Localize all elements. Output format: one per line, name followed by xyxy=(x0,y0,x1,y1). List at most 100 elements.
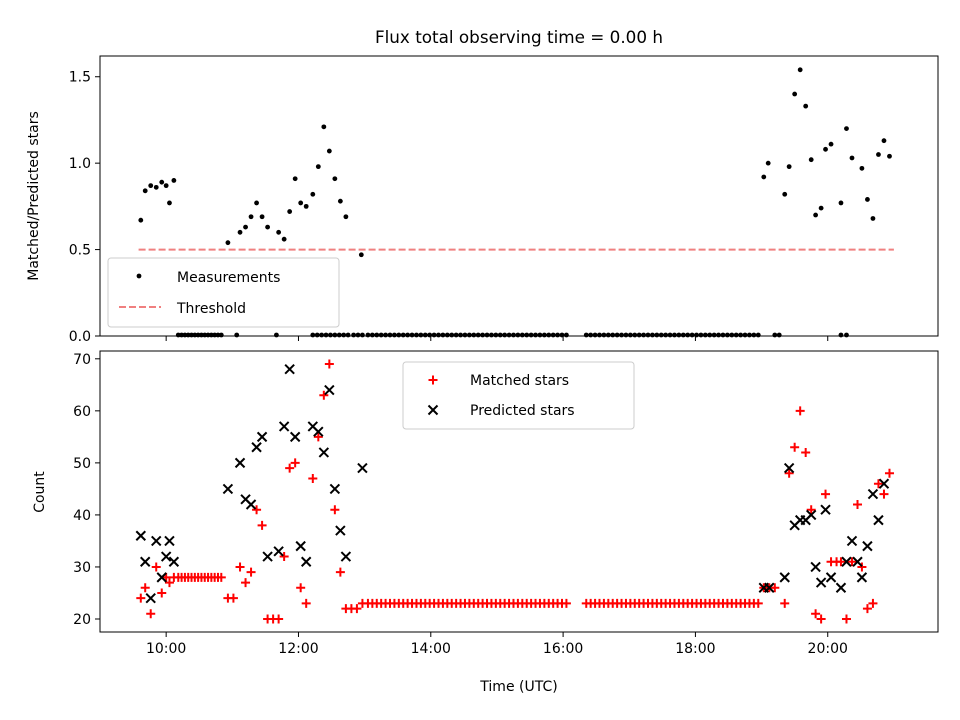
matched-star-point xyxy=(836,557,846,567)
predicted-star-point xyxy=(779,572,790,583)
measurement-point xyxy=(163,183,169,189)
measurement-point xyxy=(541,332,547,338)
predicted-star-point xyxy=(273,546,284,557)
measurement-point xyxy=(392,332,397,338)
legend-label-predicted: Predicted stars xyxy=(470,403,575,419)
predicted-star-point xyxy=(278,421,290,432)
count-panel: 10:00 12:00 14:00 16:00 18:00 20:00 20 30 40 50 60… xyxy=(32,350,939,695)
predicted-star-point xyxy=(251,442,262,453)
predicted-star-point xyxy=(324,384,335,396)
measurement-point xyxy=(559,332,565,338)
matched-star-point xyxy=(151,562,161,572)
measurement-point xyxy=(838,200,844,206)
legend-label-measurements: Measurements xyxy=(177,270,280,286)
predicted-star-point xyxy=(867,488,879,500)
ratio-y-tick-label: 1.0 xyxy=(69,156,91,172)
measurement-point xyxy=(243,224,248,230)
measurement-point xyxy=(341,332,347,338)
predicted-star-point xyxy=(835,582,847,593)
measurement-point xyxy=(601,332,607,338)
matched-star-point xyxy=(352,604,362,614)
measurement-point xyxy=(383,332,388,338)
measurement-point xyxy=(336,332,342,338)
matched-star-point xyxy=(228,593,238,603)
measurement-point xyxy=(733,332,739,338)
ratio-axes-frame xyxy=(99,55,939,337)
measurement-point xyxy=(592,332,598,338)
matched-star-point xyxy=(784,468,794,478)
matched-star-point xyxy=(816,614,826,624)
measurement-point xyxy=(326,148,332,154)
predicted-star-point xyxy=(164,535,175,547)
predicted-star-point xyxy=(841,556,852,567)
measurement-point xyxy=(720,332,726,338)
predicted-star-point xyxy=(357,462,368,474)
measurement-point xyxy=(881,138,887,144)
count-plot-area xyxy=(135,359,894,624)
measurement-point xyxy=(234,332,240,338)
measurement-point xyxy=(497,332,503,338)
predicted-star-point xyxy=(313,426,324,437)
predicted-star-point xyxy=(873,514,884,526)
matched-star-point xyxy=(873,479,883,489)
measurement-point xyxy=(605,332,611,338)
measurement-point xyxy=(550,332,556,338)
predicted-star-point xyxy=(256,431,268,443)
predicted-star-point xyxy=(234,457,246,469)
measurement-point xyxy=(672,332,677,338)
legend-label-matched: Matched stars xyxy=(470,373,569,389)
measurement-point xyxy=(506,332,512,338)
measurement-point xyxy=(298,200,304,206)
measurement-point xyxy=(248,214,254,220)
matched-star-point xyxy=(862,604,872,614)
count-legend: Matched stars Predicted stars xyxy=(402,361,635,430)
matched-star-point xyxy=(216,572,226,582)
predicted-star-point xyxy=(815,577,827,588)
predicted-star-point xyxy=(329,483,341,495)
matched-star-point xyxy=(285,463,295,473)
measurement-point xyxy=(396,332,402,338)
measurement-point xyxy=(374,332,380,338)
count-y-tick-label: 40 xyxy=(73,508,91,524)
measurement-point xyxy=(319,332,325,338)
measurement-point xyxy=(148,183,154,189)
measurement-point xyxy=(792,91,798,97)
matched-star-point xyxy=(324,359,334,369)
ratio-panel: 0.0 0.5 1.0 1.5 Matched/Predicted stars Mea… xyxy=(26,55,939,345)
measurement-point xyxy=(378,332,384,338)
measurement-point xyxy=(355,332,361,338)
matched-star-point xyxy=(164,578,174,588)
predicted-star-point xyxy=(852,556,863,567)
measurement-point xyxy=(153,184,159,190)
measurement-point xyxy=(171,178,177,183)
measurement-point xyxy=(409,332,415,338)
measurement-point xyxy=(654,332,660,338)
measurement-point xyxy=(351,332,357,338)
matched-star-point xyxy=(279,552,289,562)
predicted-star-point xyxy=(340,551,352,562)
matched-star-point xyxy=(857,562,867,572)
measurement-point xyxy=(803,103,809,109)
matched-star-point xyxy=(308,473,318,483)
predicted-star-point xyxy=(335,525,346,536)
measurement-point xyxy=(676,332,682,338)
measurement-point xyxy=(849,155,855,161)
matched-star-point xyxy=(561,598,571,608)
predicted-star-point xyxy=(846,535,858,547)
legend-label-threshold: Threshold xyxy=(176,301,246,317)
measurement-point xyxy=(332,176,338,182)
predicted-star-point xyxy=(825,572,837,583)
predicted-star-point xyxy=(284,364,295,375)
measurement-point xyxy=(533,332,538,338)
matched-star-point xyxy=(847,557,857,567)
measurement-point xyxy=(876,152,881,157)
ratio-y-tick-label: 1.5 xyxy=(69,70,91,86)
measurement-point xyxy=(449,332,455,338)
measurement-point xyxy=(632,332,638,338)
measurement-point xyxy=(287,209,293,214)
measurement-point xyxy=(797,67,803,73)
predicted-star-point xyxy=(156,572,167,583)
matched-star-point xyxy=(753,598,763,608)
matched-star-point xyxy=(241,578,251,588)
measurement-point xyxy=(303,203,309,209)
